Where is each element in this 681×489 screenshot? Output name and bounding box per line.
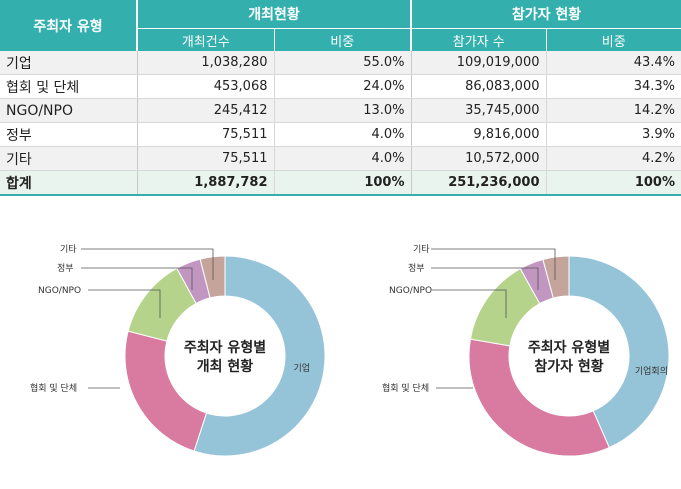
donut-slice-label: NGO/NPO [38,286,81,296]
row-participants-share: 3.9% [545,122,681,147]
header-participants-group: 참가자 현황 [411,0,681,29]
donut-slice-label: 정부 [57,263,74,274]
row-participants-share: 34.3% [545,74,681,99]
donut-leader-line [81,248,214,280]
row-events-share: 24.0% [273,74,411,99]
header-event-count: 개최건수 [137,28,274,51]
row-participants-share: 4.2% [545,146,681,171]
table-row: NGO/NPO 245,412 13.0% 35,745,000 14.2% [0,98,681,123]
total-participants-share: 100% [545,170,681,196]
row-participants: 9,816,000 [410,122,546,147]
row-participants: 86,083,000 [410,74,546,99]
total-events: 1,887,782 [136,170,274,196]
donut-slice [468,338,610,457]
total-label: 합계 [0,170,138,196]
row-type: 정부 [0,122,138,147]
row-type: NGO/NPO [0,98,138,123]
row-events-share: 4.0% [273,146,411,171]
row-events: 1,038,280 [136,51,274,75]
donut-center-label-2: 개최 현황 [197,358,254,375]
row-events-share: 13.0% [273,98,411,123]
donut-slice-label: 기타 [60,244,77,255]
donut-leader-line [431,248,556,280]
donut-center-label-2: 참가자 현황 [534,358,603,375]
donut-leader-line [431,267,539,290]
table-row: 협회 및 단체 453,068 24.0% 86,083,000 34.3% [0,74,681,99]
donut-slice [193,255,326,457]
table-row: 정부 75,511 4.0% 9,816,000 3.9% [0,122,681,147]
row-events-share: 55.0% [273,51,411,75]
row-events-share: 4.0% [273,122,411,147]
donut-slice-label: 기업 [293,363,310,374]
donut-slice [199,255,226,299]
donut-slice-label: 협회 및 단체 [382,382,429,394]
donut-center-label-1: 주최자 유형별 [528,339,610,356]
row-events: 75,511 [136,122,274,147]
donut-leader-line [432,289,507,318]
row-participants-share: 43.4% [545,51,681,75]
row-events: 453,068 [136,74,274,99]
header-participant-share: 비중 [545,28,681,51]
total-participants: 251,236,000 [410,170,546,196]
organizer-table-container: 주최자 유형 개최현황 참가자 현황 개최건수 비중 참가자 수 비중 기업 1… [0,0,681,196]
donut-center-label-1: 주최자 유형별 [184,339,266,356]
table-total-row: 합계 1,887,782 100% 251,236,000 100% [0,170,681,196]
total-events-share: 100% [273,170,411,196]
row-type: 기업 [0,51,138,75]
row-type: 기타 [0,146,138,171]
table-row: 기타 75,511 4.0% 10,572,000 4.2% [0,146,681,171]
donut-slice-label: 정부 [408,263,425,274]
donut-slice [542,255,570,299]
donut-slice [568,255,670,449]
row-participants: 109,019,000 [410,51,546,75]
organizer-table: 주최자 유형 개최현황 참가자 현황 개최건수 비중 참가자 수 비중 기업 1… [0,0,681,196]
donut-slice-label: NGO/NPO [389,286,432,296]
donut-slice-label: 협회 및 단체 [30,382,77,394]
header-organizer-type: 주최자 유형 [0,0,138,51]
donut-slice-label: 기업회의 [635,366,668,377]
row-participants-share: 14.2% [545,98,681,123]
row-events: 75,511 [136,146,274,171]
donut-slice-label: 기타 [413,244,430,255]
row-type: 협회 및 단체 [0,74,138,99]
row-participants: 35,745,000 [410,98,546,123]
row-participants: 10,572,000 [410,146,546,171]
header-event-share: 비중 [273,28,412,51]
donut-leader-line [88,289,161,318]
header-participant-count: 참가자 수 [411,28,546,51]
table-row: 기업 1,038,280 55.0% 109,019,000 43.4% [0,51,681,75]
donut-leader-line [81,267,193,290]
row-events: 245,412 [136,98,274,123]
donut-charts-area: 주최자 유형별 개최 현황 기업 협회 및 단체 NGO/NPO 정부 기타 주최자 유형별 참… [0,228,681,485]
header-events-group: 개최현황 [137,0,412,29]
